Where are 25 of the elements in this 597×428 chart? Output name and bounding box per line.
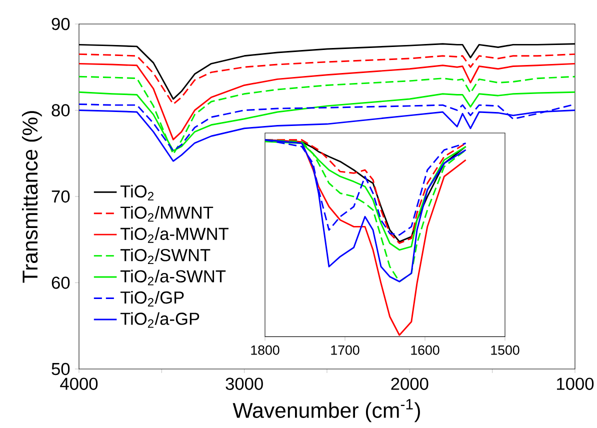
line-series	[79, 62, 575, 140]
x-tick-label: 1600	[411, 345, 440, 355]
y-tick-label: 50	[52, 362, 70, 376]
x-tick-label: 4000	[60, 378, 98, 390]
legend-label: TiO$_{2}$/SWNT	[120, 248, 210, 264]
legend-label: TiO$_{2}$/a-SWNT	[120, 270, 226, 286]
y-tick-label: 60	[52, 276, 70, 289]
y-axis-title: Transmittance (%)	[22, 111, 42, 283]
x-tick-label: 1000	[557, 378, 594, 390]
legend-label: TiO$_{2}$/a-GP	[120, 312, 200, 328]
legend-label: TiO$_{2}$/GP	[120, 290, 184, 306]
line-series	[79, 53, 575, 105]
x-tick-label: 2000	[391, 378, 428, 390]
line-series	[79, 76, 575, 155]
y-tick-label: 70	[52, 190, 70, 203]
y-tick-label: 90	[52, 18, 70, 30]
legend-label: TiO$_{2}$	[120, 184, 154, 200]
y-tick-label: 80	[52, 104, 70, 116]
x-tick-label: 1800	[251, 345, 280, 355]
x-tick-label: 3000	[226, 378, 263, 390]
x-tick-label: 1500	[491, 345, 520, 355]
x-tick-label: 1700	[331, 345, 360, 355]
legend-label: TiO$_{2}$/MWNT	[120, 206, 214, 222]
x-axis-title: Wavenumber (cm$^{-1}$)	[232, 399, 420, 422]
legend-label: TiO$_{2}$/a-MWNT	[120, 227, 228, 243]
